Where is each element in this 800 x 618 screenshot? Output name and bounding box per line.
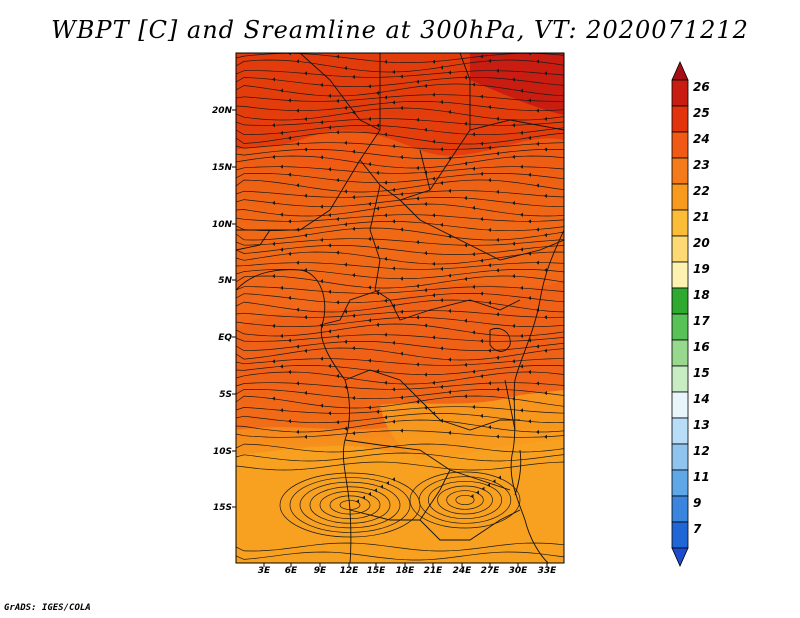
colorbar-label-26: 26 (693, 80, 710, 94)
colorbar-label-15: 15 (693, 366, 710, 380)
map-frame (235, 52, 565, 564)
colorbar-top-arrow (671, 61, 689, 81)
country-borders (236, 53, 564, 563)
colorbar-segment (671, 339, 689, 367)
lat-label-20n: 20N (211, 106, 232, 116)
colorbar-label-17: 17 (693, 314, 710, 328)
lon-label-21e: 21E (423, 566, 443, 576)
streamlines (236, 53, 564, 561)
colorbar-segment (671, 495, 689, 523)
lon-label-27e: 27E (480, 566, 500, 576)
colorbar-segment (671, 235, 689, 263)
colorbar-segment (671, 521, 689, 549)
colorbar-label-7: 7 (693, 522, 702, 536)
lat-label-5s: 5S (219, 390, 232, 400)
colorbar-segment (671, 391, 689, 419)
colorbar-label-19: 19 (693, 262, 710, 276)
colorbar-label-12: 12 (693, 444, 710, 458)
colorbar-label-25: 25 (693, 106, 710, 120)
colorbar-segment (671, 183, 689, 211)
colorbar-segment (671, 79, 689, 107)
lat-label-5n: 5N (218, 276, 232, 286)
colorbar-segment (671, 261, 689, 289)
lat-label-10s: 10S (212, 447, 232, 457)
colorbar-label-23: 23 (693, 158, 710, 172)
credit-label: GrADS: IGES/COLA (4, 603, 91, 613)
lon-label-33e: 33E (537, 566, 557, 576)
colorbar-segment (671, 313, 689, 341)
colorbar-segment (671, 443, 689, 471)
colorbar-segment (671, 287, 689, 315)
colorbar-label-13: 13 (693, 418, 710, 432)
lon-label-9e: 9E (313, 566, 327, 576)
colorbar-segment (671, 209, 689, 237)
colorbar-label-11: 11 (693, 470, 710, 484)
colorbar-label-24: 24 (693, 132, 710, 146)
colorbar-label-18: 18 (693, 288, 710, 302)
lon-label-18e: 18E (395, 566, 415, 576)
colorbar-label-22: 22 (693, 184, 710, 198)
lon-label-15e: 15E (366, 566, 386, 576)
lat-label-10n: 10N (211, 220, 232, 230)
lat-label-15n: 15N (211, 163, 232, 173)
lon-label-3e: 3E (257, 566, 271, 576)
colorbar-segment (671, 105, 689, 133)
lon-label-12e: 12E (339, 566, 359, 576)
colorbar-label-21: 21 (693, 210, 710, 224)
axis-ticks (232, 109, 548, 567)
lat-label-15s: 15S (212, 503, 232, 513)
colorbar-segment (671, 469, 689, 497)
colorbar-segment (671, 157, 689, 185)
lon-label-30e: 30E (508, 566, 528, 576)
colorbar-segment (671, 417, 689, 445)
map-title: WBPT [C] and Sreamline at 300hPa, VT: 20… (51, 16, 749, 44)
colorbar-label-14: 14 (693, 392, 710, 406)
lon-label-24e: 24E (452, 566, 472, 576)
colorbar-label-9: 9 (693, 496, 702, 510)
lon-label-6e: 6E (284, 566, 298, 576)
colorbar-label-20: 20 (693, 236, 710, 250)
colorbar-segment (671, 131, 689, 159)
lat-label-eq: EQ (218, 333, 232, 343)
colorbar-label-16: 16 (693, 340, 710, 354)
colorbar-segment (671, 365, 689, 393)
colorbar-bottom-arrow (671, 547, 689, 567)
